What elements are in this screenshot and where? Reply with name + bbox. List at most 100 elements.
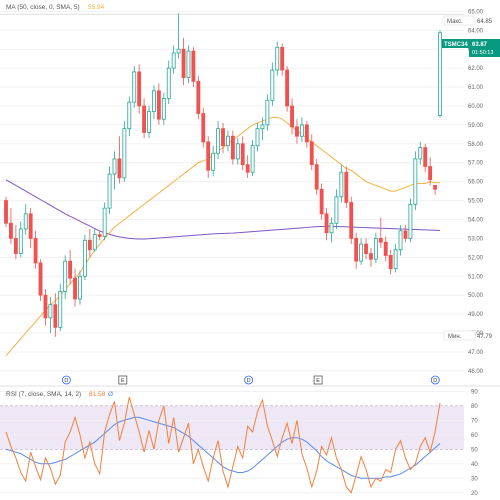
event-marker[interactable]: D [61, 375, 71, 385]
candle[interactable] [82, 234, 87, 281]
candle[interactable] [147, 105, 151, 139]
candle[interactable] [73, 268, 77, 307]
candle[interactable] [299, 117, 304, 142]
candle[interactable] [255, 122, 260, 152]
candle[interactable] [43, 289, 48, 326]
candle[interactable] [23, 204, 28, 235]
candle[interactable] [221, 122, 225, 154]
candle[interactable] [364, 238, 368, 260]
candle[interactable] [97, 230, 102, 241]
candle[interactable] [181, 37, 186, 86]
candle[interactable] [349, 196, 354, 245]
candle[interactable] [211, 145, 216, 176]
candle[interactable] [324, 208, 329, 241]
ticker-text: TSMC34 [444, 42, 468, 48]
candle[interactable] [314, 158, 319, 195]
candle[interactable] [122, 121, 127, 182]
candle[interactable] [226, 130, 230, 152]
candle[interactable] [152, 85, 156, 120]
candle[interactable] [68, 249, 73, 284]
event-marker[interactable]: D [430, 375, 440, 385]
candle[interactable] [33, 230, 38, 269]
candle[interactable] [393, 244, 398, 273]
candle[interactable] [378, 217, 383, 248]
candle[interactable] [438, 30, 442, 118]
event-marker[interactable]: E [118, 375, 128, 385]
candle[interactable] [334, 189, 339, 229]
candle[interactable] [250, 140, 255, 176]
candle[interactable] [191, 47, 196, 88]
candle[interactable] [275, 41, 280, 76]
event-marker[interactable]: E [313, 375, 323, 385]
candle[interactable] [369, 247, 373, 267]
candle[interactable] [423, 143, 428, 173]
candle[interactable] [18, 221, 23, 258]
candle[interactable] [87, 228, 92, 258]
candle[interactable] [388, 249, 393, 275]
rsi-tick-label: 50 [471, 447, 478, 453]
candle[interactable] [359, 238, 364, 265]
candle[interactable] [196, 75, 201, 120]
candle[interactable] [373, 232, 378, 264]
candle[interactable] [344, 166, 349, 209]
candle[interactable] [265, 94, 270, 131]
candle[interactable] [398, 225, 403, 256]
candle[interactable] [230, 130, 235, 165]
candle[interactable] [433, 185, 437, 195]
candle[interactable] [127, 96, 132, 137]
candle[interactable] [319, 183, 324, 220]
candle[interactable] [13, 225, 18, 260]
candle[interactable] [216, 121, 220, 159]
candle[interactable] [166, 60, 171, 105]
candle[interactable] [156, 83, 161, 125]
candle[interactable] [107, 166, 112, 214]
candle[interactable] [53, 293, 58, 337]
candle[interactable] [161, 92, 166, 125]
candle[interactable] [304, 121, 309, 148]
candle[interactable] [270, 62, 275, 106]
candle[interactable] [63, 255, 68, 299]
candle[interactable] [176, 13, 181, 59]
candle[interactable] [383, 236, 388, 262]
candle[interactable] [206, 136, 211, 178]
candle[interactable] [413, 151, 418, 211]
candle[interactable] [295, 119, 299, 144]
candle[interactable] [408, 198, 413, 243]
candle[interactable] [4, 196, 8, 228]
candle[interactable] [28, 208, 33, 248]
event-marker[interactable]: D [244, 375, 254, 385]
candle[interactable] [78, 270, 82, 305]
candle[interactable] [403, 225, 408, 243]
candle[interactable] [201, 107, 206, 148]
candle[interactable] [171, 45, 176, 74]
candle[interactable] [38, 259, 43, 301]
candlestick-series[interactable] [4, 13, 442, 337]
candle[interactable] [137, 64, 142, 114]
candle[interactable] [186, 45, 191, 84]
candle[interactable] [309, 134, 314, 171]
candle-body [314, 164, 319, 190]
candle[interactable] [112, 151, 117, 190]
candle[interactable] [48, 297, 53, 334]
candle[interactable] [428, 157, 433, 186]
candle[interactable] [102, 202, 107, 241]
candle[interactable] [245, 155, 250, 178]
candle[interactable] [280, 43, 285, 76]
candle[interactable] [142, 98, 147, 139]
candle[interactable] [117, 136, 122, 184]
candle[interactable] [260, 117, 265, 141]
candle[interactable] [285, 66, 290, 112]
candle[interactable] [290, 98, 294, 135]
candle[interactable] [240, 136, 245, 171]
candle[interactable] [418, 141, 423, 165]
candle[interactable] [329, 217, 334, 243]
candle[interactable] [235, 138, 240, 165]
candle[interactable] [354, 232, 359, 269]
candle[interactable] [132, 66, 137, 108]
candle[interactable] [339, 164, 344, 203]
candle[interactable] [92, 228, 97, 252]
candle[interactable] [58, 283, 63, 332]
candle[interactable] [9, 208, 13, 245]
